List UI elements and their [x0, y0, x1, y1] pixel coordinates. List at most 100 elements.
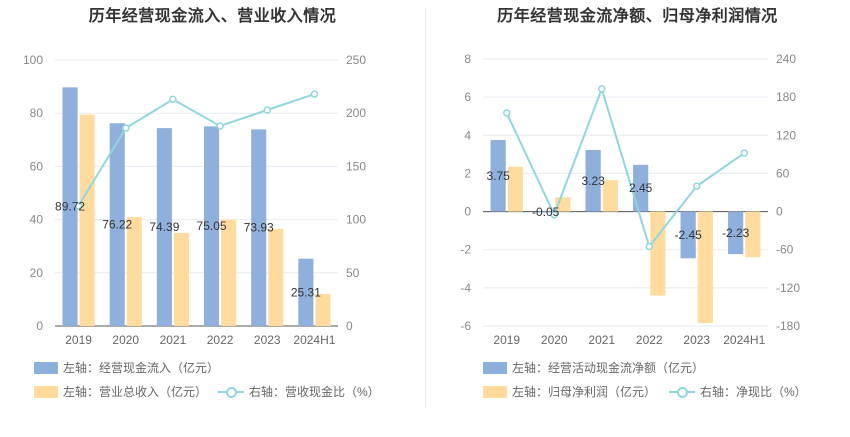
data-label: 73.93 [244, 221, 274, 235]
legend-item[interactable]: 左轴：经营现金流入（亿元） [34, 359, 219, 376]
bar-series-1 [109, 123, 125, 327]
line-series [505, 85, 745, 249]
line-series [77, 93, 315, 207]
bar-series-1 [633, 164, 649, 212]
chart-svg: -6 -180 -4 -120 -2 -60 0 0 2 60 4 120 6 180 8 240 2019 20… [460, 52, 800, 347]
bar-series-1 [298, 258, 314, 326]
y-tick-left: 20 [30, 266, 44, 280]
bar-series-1 [62, 87, 78, 326]
bar-series-1 [251, 129, 267, 326]
bar-series-1 [728, 211, 744, 255]
legend-swatch-bar [483, 385, 507, 398]
legend-item[interactable]: 右轴：净现比（%） [669, 383, 807, 400]
y-tick-left: 0 [36, 319, 43, 333]
x-tick: 2023 [683, 333, 710, 347]
legend-label: 右轴：营收现金比（%） [249, 385, 380, 399]
legend-label: 左轴：归母净利润（亿元） [512, 385, 657, 399]
y-tick-left: 40 [30, 213, 44, 227]
y-tick-right: 60 [776, 166, 790, 180]
x-tick: 2024H1 [723, 333, 765, 347]
bar-series-2 [268, 228, 284, 326]
line-point [74, 202, 83, 210]
x-tick: 2021 [588, 333, 615, 347]
bar-series-1 [203, 126, 220, 326]
bar-series-2 [221, 219, 237, 326]
legend-swatch-bar [483, 361, 507, 374]
line-point [550, 211, 558, 219]
y-tick-right: 250 [346, 53, 366, 67]
chart-panel-left: 历年经营现金流入、营业收入情况 0 0 20 50 40 100 60 150 80 200 100… [23, 8, 380, 400]
y-tick-right: 240 [776, 52, 796, 66]
line-point [263, 106, 271, 114]
bar-series-2 [173, 232, 190, 326]
panel-divider [425, 8, 426, 408]
legend-item[interactable]: 左轴：归母净利润（亿元） [483, 383, 656, 400]
legend-swatch-bar [34, 385, 58, 398]
data-label: 3.23 [581, 174, 605, 188]
line-point [503, 109, 511, 117]
line-point [169, 95, 177, 104]
x-tick: 2022 [207, 333, 234, 347]
y-tick-left: 80 [30, 106, 44, 120]
y-tick-left: 2 [464, 166, 471, 180]
bar-series-2 [315, 294, 331, 326]
x-tick: 2019 [65, 333, 92, 347]
y-tick-right: 180 [776, 90, 796, 104]
bar-series-2 [602, 180, 618, 212]
chart-title: 历年经营现金流净额、归母净利润情况 [497, 8, 778, 25]
data-label: 3.75 [486, 169, 510, 183]
legend-swatch-line [218, 386, 244, 398]
data-label: 74.39 [149, 220, 179, 234]
y-tick-right: 0 [776, 205, 783, 219]
data-label: -2.45 [674, 228, 702, 242]
legend-label: 右轴：净现比（%） [700, 385, 807, 399]
x-tick: 2021 [160, 333, 187, 347]
y-tick-right: -60 [776, 243, 794, 257]
data-label: 2.45 [629, 181, 653, 195]
y-tick-left: 8 [464, 52, 471, 66]
y-tick-right: 0 [346, 319, 353, 333]
legend-swatch-bar [34, 361, 58, 374]
line-point [310, 90, 319, 98]
y-tick-right: -180 [776, 319, 800, 333]
y-tick-left: 0 [464, 205, 471, 219]
chart-svg: 0 0 20 50 40 100 60 150 80 200 100 250 2019 2020 2021 2… [23, 53, 366, 347]
legend-item[interactable]: 左轴：营业总收入（亿元） [34, 383, 207, 400]
y-tick-right: 200 [346, 106, 366, 120]
y-tick-left: 60 [30, 159, 44, 173]
legend-swatch-line [669, 386, 695, 398]
data-label: 75.05 [197, 219, 227, 233]
bar-series-2 [507, 166, 523, 212]
bar-series-2 [126, 216, 142, 326]
y-tick-left: 6 [464, 90, 471, 104]
legend-label: 左轴：营业总收入（亿元） [63, 385, 208, 399]
x-tick: 2024H1 [293, 333, 335, 347]
line-point [122, 124, 130, 132]
bar-series-1 [585, 149, 601, 212]
x-tick: 2020 [112, 333, 139, 347]
line-point [740, 149, 748, 157]
bar-series-2 [697, 211, 713, 324]
bar-series-1 [156, 128, 172, 326]
y-tick-left: -6 [460, 319, 471, 333]
legend-label: 左轴：经营现金流入（亿元） [63, 361, 220, 375]
legend-item[interactable]: 左轴：经营活动现金流净额（亿元） [483, 359, 704, 376]
y-tick-right: 100 [346, 213, 366, 227]
bar-series-2 [79, 114, 95, 326]
y-tick-left: 4 [464, 128, 471, 142]
bar-series-1 [538, 211, 554, 213]
line-point [598, 85, 606, 93]
legend-label: 左轴：经营活动现金流净额（亿元） [512, 361, 705, 375]
y-tick-left: -4 [460, 281, 471, 295]
x-tick: 2020 [541, 333, 568, 347]
chart-title: 历年经营现金流入、营业收入情况 [88, 8, 337, 25]
bar-series-2 [745, 211, 761, 258]
x-tick: 2023 [254, 333, 281, 347]
y-tick-left: 100 [23, 53, 43, 67]
line-point [693, 182, 701, 190]
legend-item[interactable]: 右轴：营收现金比（%） [218, 383, 380, 400]
bar-series-1 [680, 211, 696, 259]
bar-series-1 [490, 140, 506, 212]
data-label: -2.23 [722, 226, 750, 240]
y-tick-right: -120 [776, 281, 800, 295]
